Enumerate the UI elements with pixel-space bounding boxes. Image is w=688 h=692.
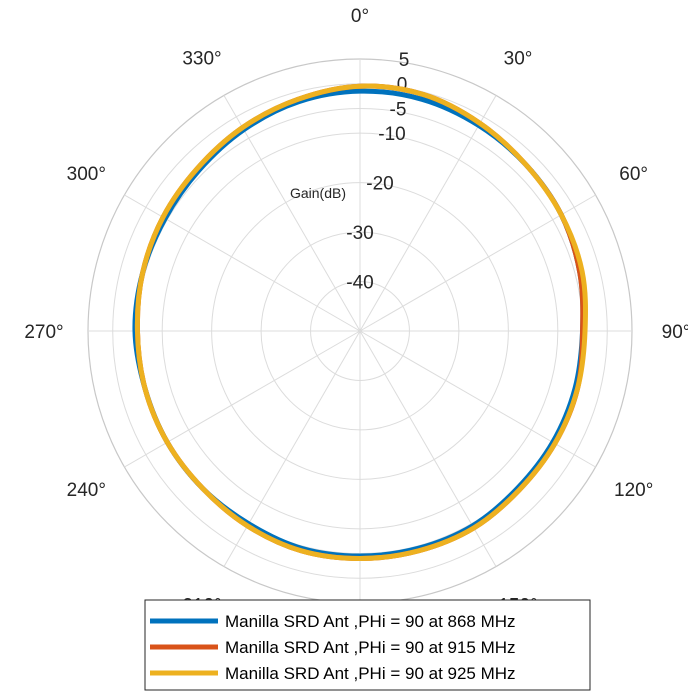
- radial-tick-label: 5: [399, 50, 410, 71]
- grid-spoke: [359, 194, 596, 332]
- radial-tick-label: 0: [397, 75, 408, 96]
- radial-tick-label: -10: [378, 124, 405, 145]
- grid-spoke: [223, 330, 361, 567]
- angle-tick-label: 270°: [24, 322, 63, 343]
- radial-axis-label: Gain(dB): [290, 185, 346, 201]
- angle-tick-labels: 0°30°60°90°120°150°180°210°240°270°300°3…: [24, 6, 688, 659]
- radial-tick-label: -40: [346, 273, 373, 294]
- grid-spoke: [223, 95, 361, 332]
- polar-grid: [87, 58, 633, 604]
- data-series: [132, 83, 588, 561]
- legend-label-3: Manilla SRD Ant ,PHi = 90 at 925 MHz: [225, 664, 516, 683]
- angle-tick-label: 60°: [619, 164, 648, 185]
- grid-spoke: [359, 330, 596, 468]
- angle-tick-label: 240°: [67, 480, 106, 501]
- radial-tick-label: -30: [346, 223, 373, 244]
- series-line-3: [134, 83, 588, 561]
- radial-tick-label: -20: [366, 174, 393, 195]
- angle-tick-label: 90°: [662, 322, 688, 343]
- grid-spoke: [124, 194, 361, 332]
- angle-tick-label: 0°: [351, 6, 369, 27]
- radial-tick-labels: -40 -30 -20 -10 -5 0 5: [346, 50, 409, 294]
- radial-tick-label: -5: [390, 99, 407, 120]
- grid-spoke: [359, 330, 497, 567]
- legend-label-1: Manilla SRD Ant ,PHi = 90 at 868 MHz: [225, 612, 516, 631]
- legend: Manilla SRD Ant ,PHi = 90 at 868 MHz Mani…: [144, 599, 591, 691]
- legend-label-2: Manilla SRD Ant ,PHi = 90 at 915 MHz: [225, 638, 516, 657]
- legend-box: [144, 599, 591, 691]
- angle-tick-label: 300°: [67, 164, 106, 185]
- grid-spoke: [359, 95, 497, 332]
- angle-tick-label: 330°: [182, 48, 221, 69]
- angle-tick-label: 120°: [614, 480, 653, 501]
- grid-spoke: [124, 330, 361, 468]
- angle-tick-label: 30°: [504, 48, 533, 69]
